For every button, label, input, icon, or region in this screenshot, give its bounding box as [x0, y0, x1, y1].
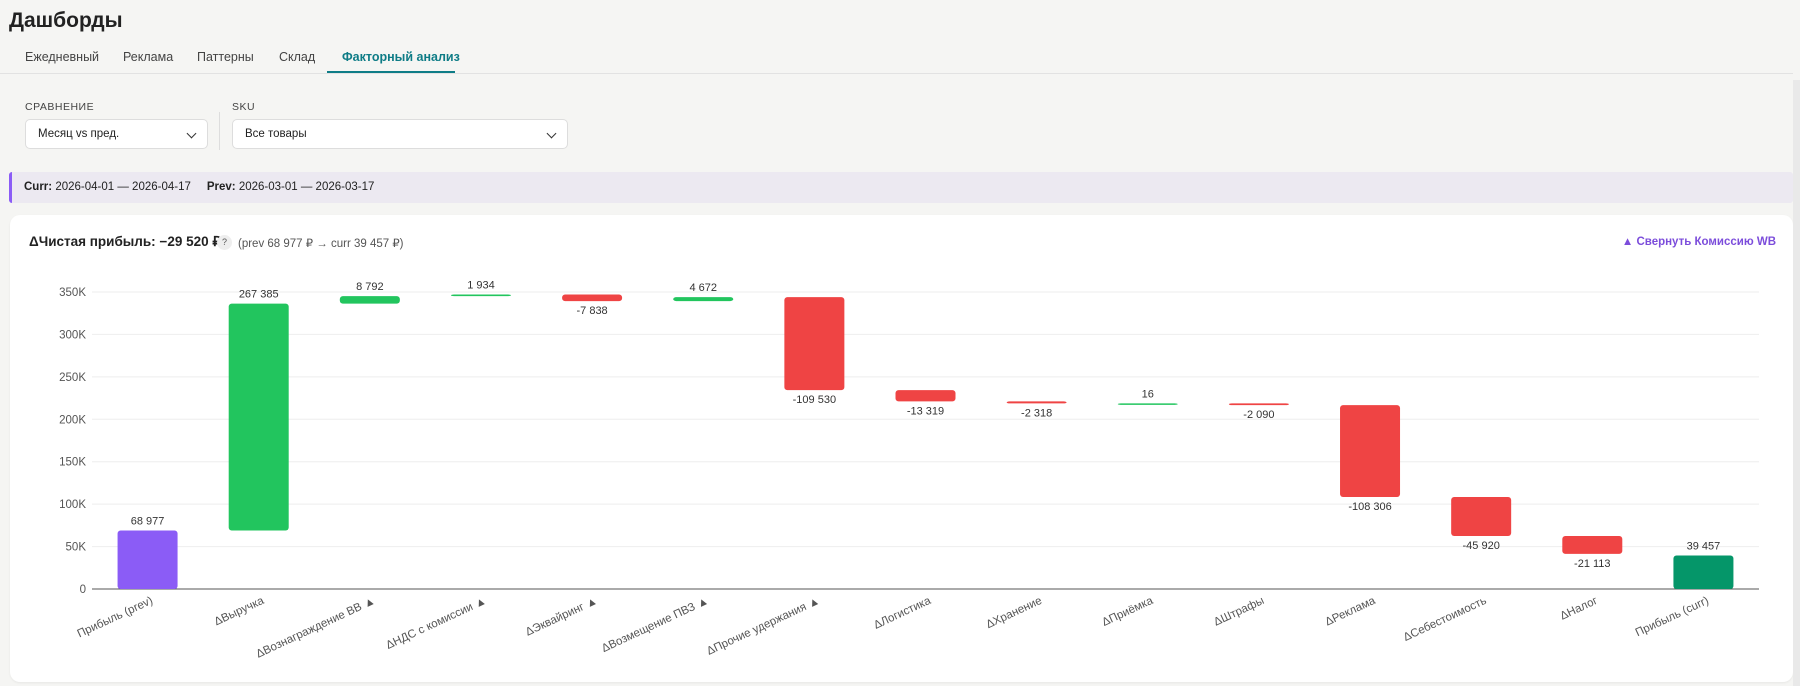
bar	[1451, 497, 1512, 537]
bar	[895, 390, 956, 402]
x-tick-label: Прибыль (prev)	[76, 595, 155, 641]
select[interactable]: Все товары	[232, 119, 568, 149]
bar	[1006, 401, 1067, 404]
value-label: -109 530	[793, 394, 836, 406]
tab[interactable]: Склад	[279, 50, 316, 64]
period-bar: Curr: 2026-04-01 — 2026-04-17 Prev: 2026…	[9, 172, 1793, 203]
tab-underline	[327, 71, 455, 73]
label: Prev:	[206, 181, 236, 193]
x-tick-label: ΔПриёмка	[1100, 595, 1155, 629]
chart-title: ΔЧистая прибыль: −29 520 ₽	[29, 234, 221, 249]
scrollbar	[1793, 80, 1800, 686]
x-tick-label: ΔВознаграждение ВВ ▲	[254, 595, 377, 661]
value-label: -7 838	[576, 305, 607, 317]
value-label: -2 318	[1021, 407, 1052, 419]
bar	[1562, 536, 1623, 554]
filter-label: СРАВНЕНИЕ	[25, 101, 95, 113]
collapse-link[interactable]: ▲ Свернуть Комиссию WB	[1621, 236, 1776, 248]
x-tick-label: ΔРеклама	[1323, 595, 1377, 629]
value-label: -2 090	[1243, 409, 1274, 421]
x-tick-label: ΔВозмещение ПВЗ ▲	[600, 595, 711, 655]
bar	[450, 294, 511, 297]
tab[interactable]: Факторный анализ	[342, 50, 460, 64]
divider	[219, 112, 220, 150]
value-label: 4 672	[689, 282, 717, 294]
page-title: Дашборды	[9, 9, 123, 32]
bar	[784, 297, 845, 391]
x-tick-label: ΔЭквайринг ▲	[524, 595, 600, 639]
bar	[1117, 403, 1178, 405]
value: 2026-03-01 — 2026-03-17	[238, 181, 375, 193]
x-tick-label: ΔЛогистика	[872, 595, 933, 632]
y-tick-label: 0	[80, 584, 86, 596]
x-tick-label: ΔХранение	[984, 595, 1044, 631]
x-tick-label: Прибыль (curr)	[1634, 595, 1711, 639]
value-label: 267 385	[239, 289, 279, 301]
tab[interactable]: Ежедневный	[25, 50, 100, 64]
value: 2026-04-01 — 2026-04-17	[55, 181, 191, 193]
y-tick-label: 150K	[59, 457, 86, 469]
chart: 0 50K 100K 150K 200K 250K 300K 350K 68 977 Прибыл…	[59, 279, 1759, 661]
x-tick-label: ΔШтрафы	[1212, 595, 1266, 629]
bar	[673, 297, 734, 302]
chart-subtitle: (prev 68 977 ₽ → curr 39 457 ₽)	[238, 238, 404, 250]
bar	[1340, 405, 1401, 498]
value-label: 39 457	[1687, 541, 1721, 553]
x-tick-label: ΔНДС с комиссии ▲	[384, 595, 488, 652]
y-tick-label: 250K	[59, 372, 86, 384]
select[interactable]: Месяц vs пред.	[25, 119, 208, 149]
value-label: 16	[1142, 388, 1154, 400]
tab[interactable]: Паттерны	[197, 50, 254, 64]
value-label: 68 977	[131, 515, 165, 527]
x-tick-label: ΔНалог	[1558, 595, 1599, 623]
value-label: 8 792	[356, 281, 384, 293]
value-label: -45 920	[1463, 540, 1500, 552]
tab-bar: Ежедневный Реклама Паттерны Склад Фактор…	[0, 44, 1793, 74]
y-tick-label: 300K	[59, 329, 86, 341]
value-label: -108 306	[1348, 501, 1391, 513]
y-tick-label: 350K	[59, 287, 86, 299]
bar	[562, 294, 623, 302]
x-tick-label: ΔСебестоимость	[1402, 595, 1489, 644]
tab[interactable]: Реклама	[123, 50, 174, 64]
value-label: 1 934	[467, 279, 495, 291]
x-tick-label: ΔПрочие удержания ▲	[705, 595, 822, 658]
value-label: -21 113	[1574, 558, 1611, 570]
y-tick-label: 200K	[59, 414, 86, 426]
filter-label: SKU	[232, 101, 256, 113]
value-label: -13 319	[907, 405, 944, 417]
bar	[1673, 555, 1734, 589]
help-icon[interactable]: ?	[217, 235, 232, 250]
chart-card: ΔЧистая прибыль: −29 520 ₽ ? (prev 68 97…	[10, 215, 1793, 682]
bar	[339, 296, 400, 304]
bar	[228, 303, 289, 531]
y-tick-label: 50K	[66, 542, 87, 554]
y-tick-label: 100K	[59, 499, 86, 511]
bar	[1228, 403, 1289, 406]
x-tick-label: ΔВыручка	[213, 595, 267, 629]
bar	[117, 530, 178, 589]
label: Curr:	[24, 181, 53, 193]
